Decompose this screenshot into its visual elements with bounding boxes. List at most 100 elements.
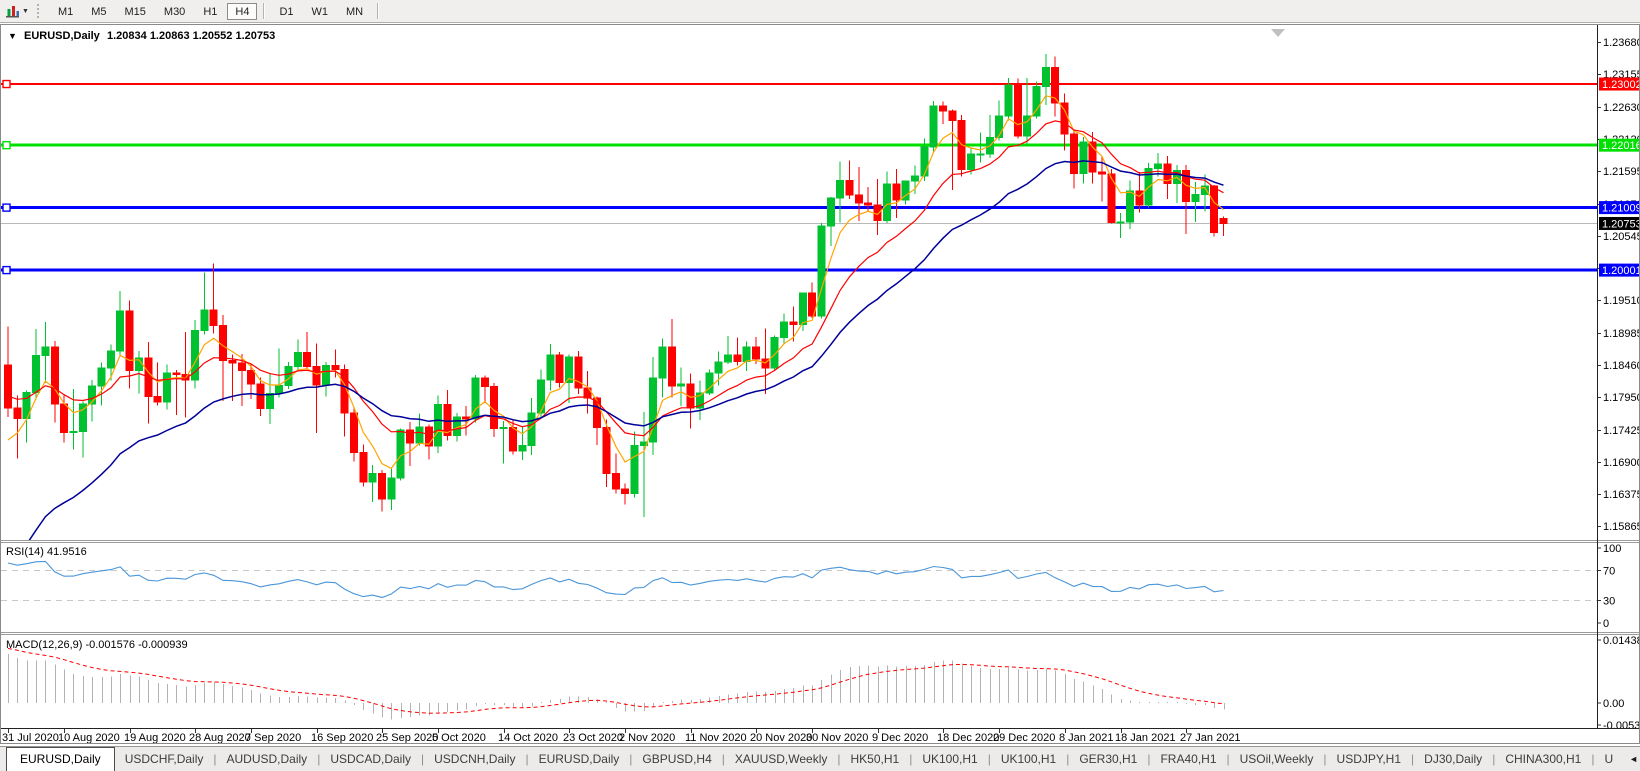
price-tick-label: 1.21595 (1603, 166, 1640, 178)
timeframe-button-mn[interactable]: MN (346, 5, 364, 18)
tab-usoil-weekly[interactable]: USOil,Weekly (1239, 752, 1314, 766)
candle-body (1041, 66, 1050, 88)
tab-china300-h1[interactable]: CHINA300,H1 (1505, 752, 1582, 766)
tab-separator: | (1411, 752, 1415, 766)
price-tick-label: 1.17425 (1603, 425, 1640, 437)
hline-anchor[interactable] (2, 265, 11, 275)
chart-type-icon[interactable] (5, 4, 20, 18)
timeframe-button-m15[interactable]: M15 (124, 5, 146, 18)
timeframe-button-m30[interactable]: M30 (163, 5, 186, 18)
candle-body (836, 179, 845, 199)
candle-body (854, 194, 863, 204)
candle-body (88, 385, 97, 405)
candle-body (976, 153, 985, 156)
tab-eurusd-daily[interactable]: EURUSD,Daily (6, 747, 115, 771)
macd-tick-label: 0.014384 (1603, 635, 1640, 647)
hline-anchor[interactable] (2, 140, 11, 150)
tab-u[interactable]: U (1604, 752, 1614, 766)
candle-body (1097, 171, 1106, 175)
scroll-left-icon[interactable]: ◄ (1629, 754, 1639, 764)
candle-body (172, 372, 181, 375)
tab-usdchf-daily[interactable]: USDCHF,Daily (124, 752, 204, 766)
candle-body (1069, 133, 1078, 174)
tab-gbpusd-h4[interactable]: GBPUSD,H4 (642, 752, 712, 766)
chevron-down-icon[interactable]: ▼ (22, 7, 29, 15)
timeframe-button-h1[interactable]: H1 (203, 5, 218, 18)
candle-body (1219, 217, 1228, 224)
tab-separator: | (1066, 752, 1070, 766)
tab-usdcnh-daily[interactable]: USDCNH,Daily (434, 752, 516, 766)
tab-hk50-h1[interactable]: HK50,H1 (850, 752, 900, 766)
tab-dj30-daily[interactable]: DJ30,Daily (1424, 752, 1483, 766)
time-tick-label: 28 Aug 2020 (189, 732, 251, 744)
candle-body (406, 429, 415, 444)
tab-separator: | (213, 752, 217, 766)
candle-body (256, 383, 265, 409)
candle-body (649, 377, 658, 443)
candle-body (4, 364, 12, 409)
hline-anchor[interactable] (2, 79, 11, 89)
tab-uk100-h1[interactable]: UK100,H1 (922, 752, 978, 766)
chart-canvas[interactable]: 1.236801.231551.226301.221201.215951.210… (0, 24, 1640, 745)
candle-body (97, 367, 106, 387)
timeframe-button-d1[interactable]: D1 (279, 5, 294, 18)
candle-body (106, 350, 115, 369)
toolbar-grip[interactable] (36, 4, 41, 18)
candle-body (967, 153, 976, 171)
tab-audusd-daily[interactable]: AUDUSD,Daily (226, 752, 308, 766)
candle-body (387, 477, 396, 500)
candle-body (321, 365, 330, 386)
candle-body (995, 115, 1004, 138)
price-tick-label: 1.22630 (1603, 102, 1640, 114)
tab-fra40-h1[interactable]: FRA40,H1 (1160, 752, 1217, 766)
candle-body (742, 346, 751, 362)
time-tick-label: 18 Jan 2021 (1115, 732, 1176, 744)
candle-body (621, 488, 630, 494)
tab-usdcad-daily[interactable]: USDCAD,Daily (330, 752, 411, 766)
candle-body (920, 146, 929, 177)
candle-body (1126, 190, 1134, 223)
chart-title-symbol: EURUSD,Daily (24, 30, 101, 42)
price-flag-label: 1.21009 (1602, 203, 1640, 215)
candle-body (602, 427, 611, 475)
candle-body (714, 361, 723, 374)
time-tick-label: 11 Nov 2020 (685, 732, 747, 744)
chart-shift-marker-icon[interactable] (1271, 29, 1285, 37)
candle-body (1116, 221, 1125, 224)
candle-body (948, 110, 957, 122)
candle-body (1079, 141, 1088, 174)
candle-body (125, 310, 134, 372)
candle-body (929, 105, 938, 148)
timeframe-button-m5[interactable]: M5 (91, 5, 107, 18)
chart-title-caret-icon[interactable]: ▼ (8, 31, 17, 41)
candle-body (667, 346, 676, 387)
candle-body (593, 397, 602, 429)
tab-usdjpy-h1[interactable]: USDJPY,H1 (1336, 752, 1402, 766)
tab-xauusd-weekly[interactable]: XAUUSD,Weekly (734, 752, 828, 766)
candle-body (480, 377, 489, 388)
time-tick-label: 29 Dec 2020 (993, 732, 1055, 744)
candle-body (611, 473, 620, 490)
time-tick-label: 25 Sep 2020 (376, 732, 438, 744)
tab-uk100-h1[interactable]: UK100,H1 (1000, 752, 1057, 766)
candle-body (1023, 115, 1032, 137)
candle-body (181, 373, 190, 381)
tab-eurusd-daily[interactable]: EURUSD,Daily (538, 752, 620, 766)
tabbar-tabs: EURUSD,Daily USDCHF,Daily | AUDUSD,Daily | US… (0, 747, 1623, 771)
tab-separator: | (317, 752, 321, 766)
macd-tick-label: -0.005396 (1603, 720, 1640, 732)
candle-body (434, 404, 443, 447)
hline-anchor[interactable] (2, 203, 11, 212)
timeframe-button-w1[interactable]: W1 (311, 5, 329, 18)
timeframe-button-m1[interactable]: M1 (57, 5, 74, 18)
candle-body (471, 377, 480, 420)
candle-body (1107, 173, 1116, 223)
ma-slow-line (28, 160, 1224, 540)
candle-body (864, 202, 873, 206)
price-tick-label: 1.23680 (1603, 37, 1640, 49)
candle-body (817, 225, 826, 317)
timeframe-button-h4[interactable]: H4 (227, 2, 258, 20)
candle-body (32, 355, 41, 393)
tab-ger30-h1[interactable]: GER30,H1 (1079, 752, 1138, 766)
tab-separator: | (525, 752, 529, 766)
